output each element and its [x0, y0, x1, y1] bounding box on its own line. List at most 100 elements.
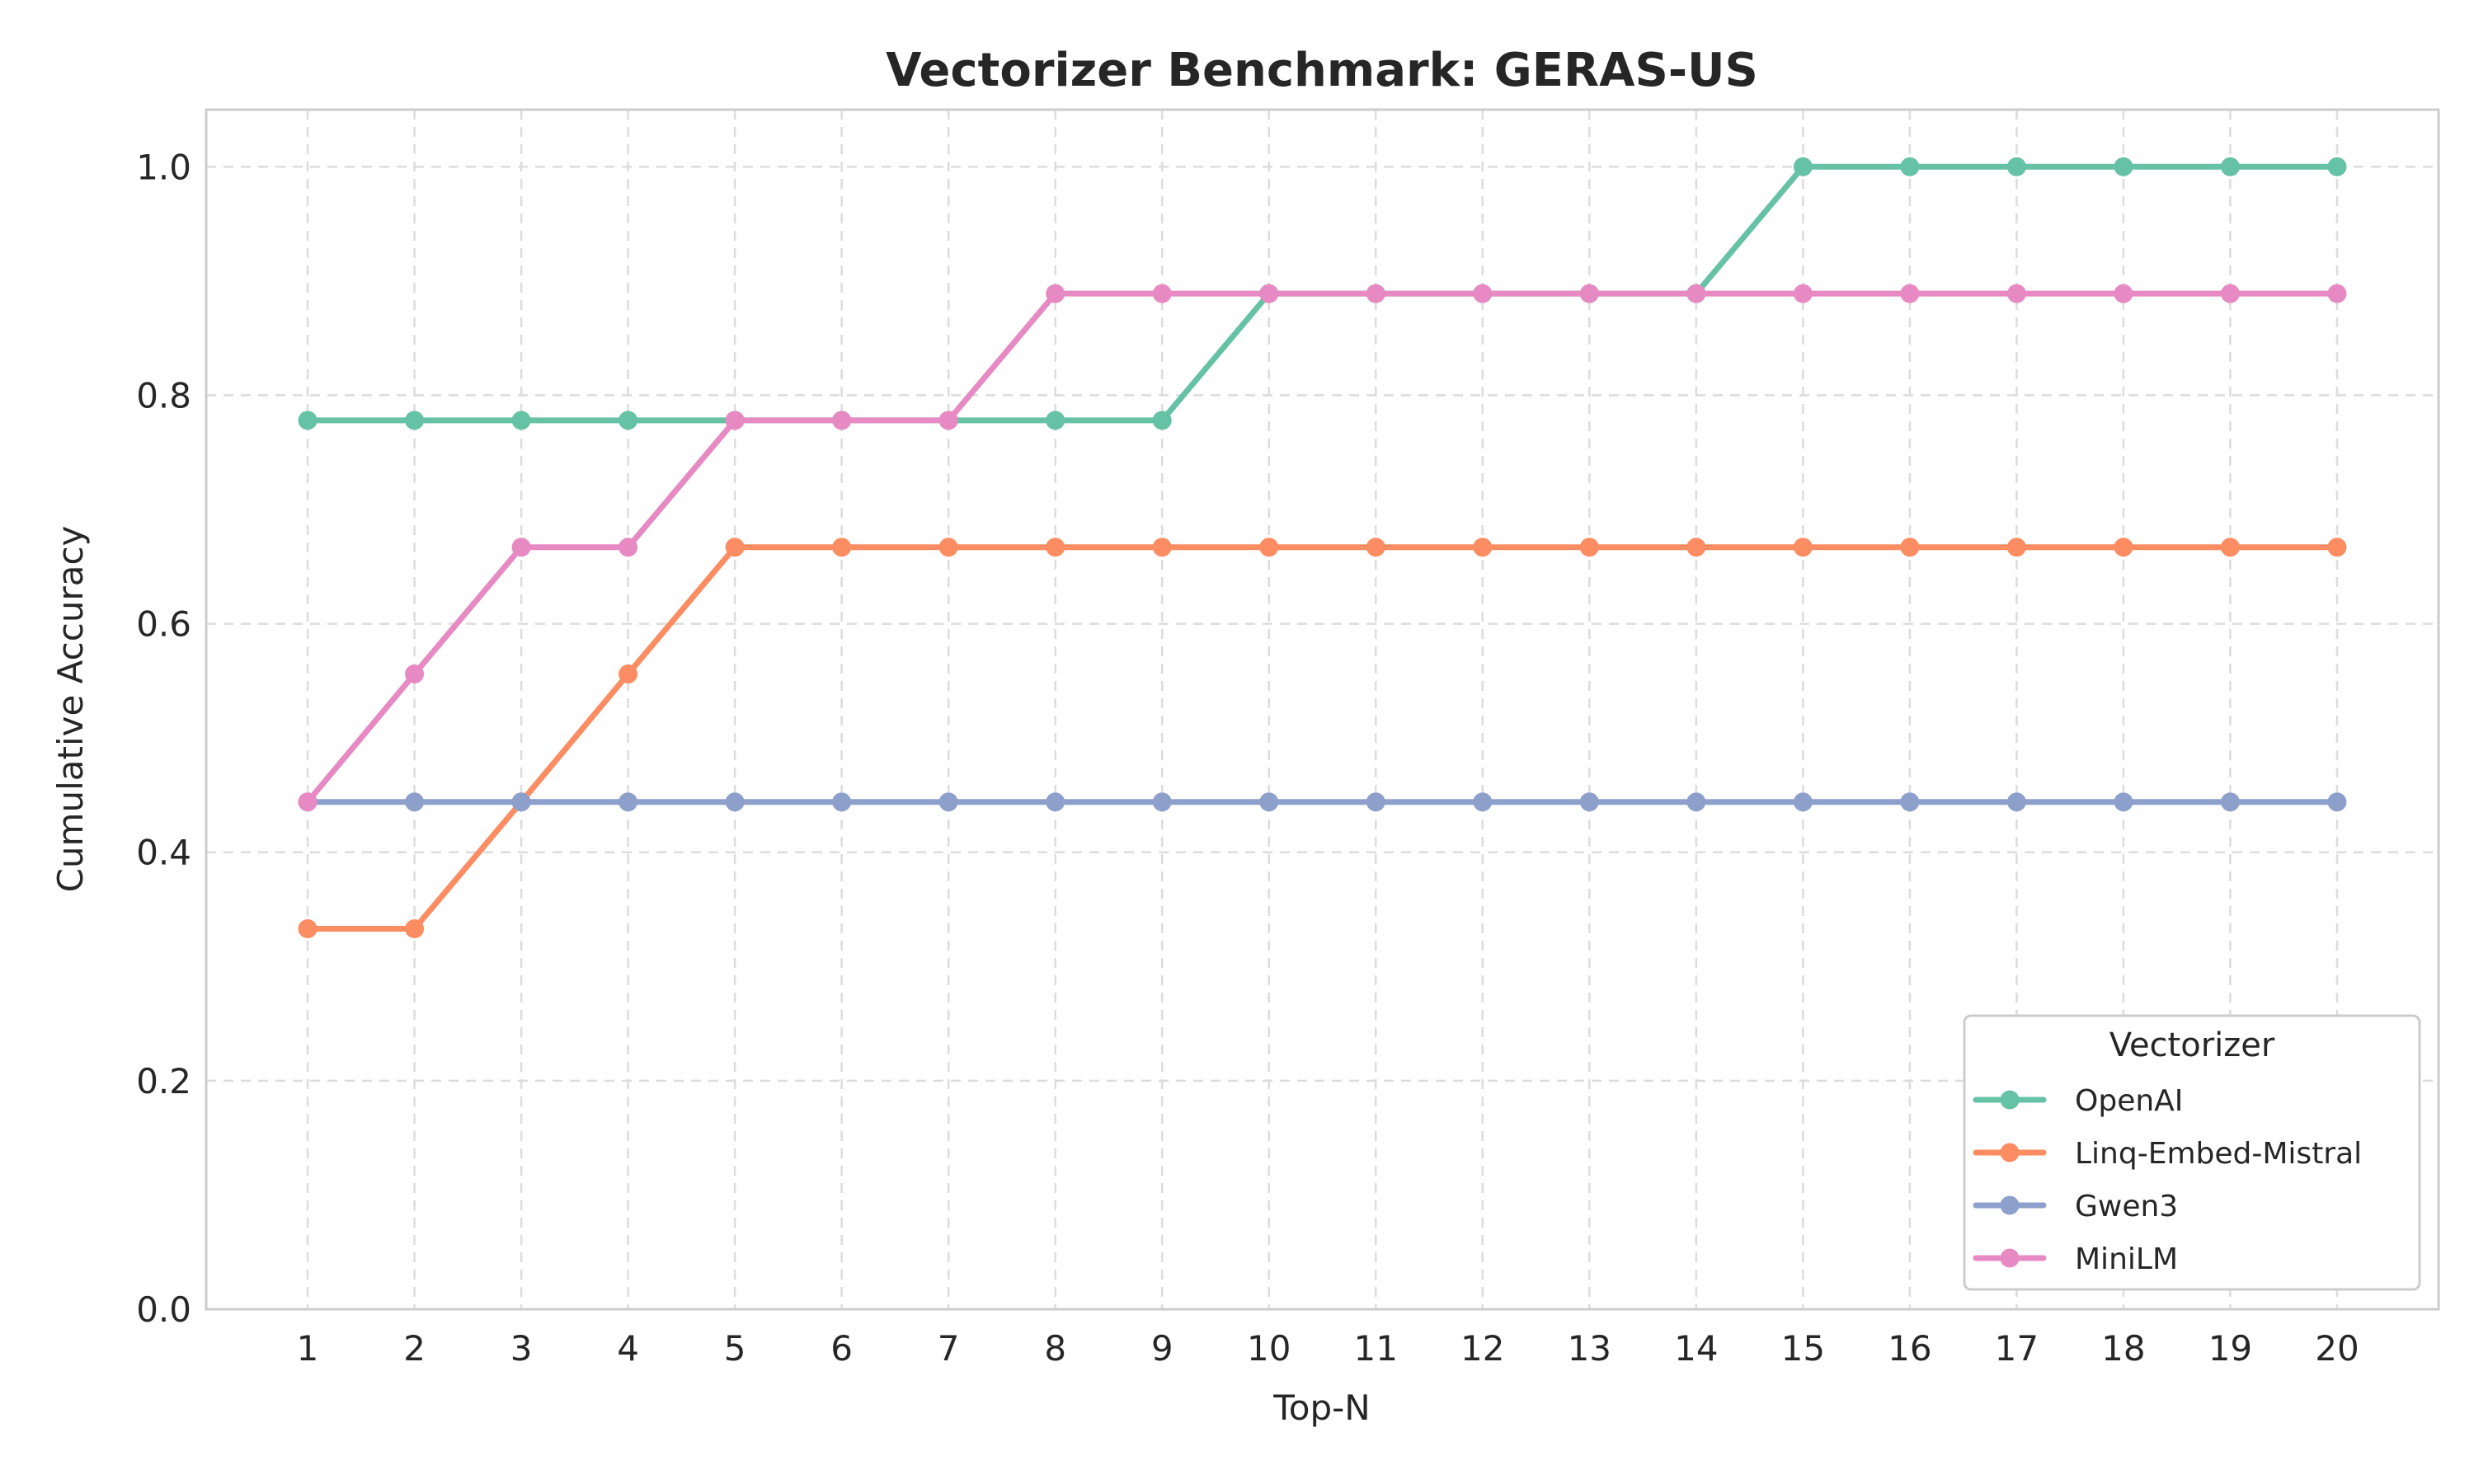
- data-point: [938, 411, 958, 430]
- y-tick-label: 0.6: [136, 604, 191, 645]
- data-point: [618, 411, 638, 430]
- legend-item: Gwen3: [1973, 1190, 2178, 1223]
- data-point: [511, 538, 531, 557]
- legend-label: MiniLM: [2075, 1242, 2178, 1276]
- data-point: [832, 792, 852, 812]
- data-point: [2220, 157, 2240, 176]
- data-point: [298, 411, 317, 430]
- data-point: [725, 792, 745, 812]
- data-point: [405, 919, 425, 939]
- series-minilm: [298, 284, 2347, 812]
- data-point: [1793, 284, 1813, 303]
- data-point: [1366, 538, 1385, 557]
- x-tick-label: 11: [1354, 1328, 1398, 1369]
- series-line: [304, 290, 2340, 805]
- data-point: [298, 792, 317, 812]
- data-point: [1473, 538, 1493, 557]
- data-point: [2327, 538, 2347, 557]
- data-point: [1259, 792, 1279, 812]
- x-tick-label: 5: [724, 1328, 746, 1369]
- data-point: [2114, 538, 2133, 557]
- series-linq-embed-mistral: [298, 538, 2347, 939]
- x-tick-label: 1: [297, 1328, 319, 1369]
- y-axis-ticks: 0.0 0.2 0.4 0.6 0.8 1.0: [136, 147, 191, 1330]
- y-tick-label: 1.0: [136, 147, 191, 187]
- y-tick-label: 0.0: [136, 1289, 191, 1330]
- series-group: [298, 157, 2347, 939]
- data-point: [1152, 538, 1172, 557]
- legend-label: Gwen3: [2075, 1190, 2178, 1223]
- data-point: [938, 792, 958, 812]
- data-point: [832, 538, 852, 557]
- data-point: [618, 792, 638, 812]
- data-point: [2006, 284, 2026, 303]
- x-tick-label: 4: [617, 1328, 639, 1369]
- legend-marker: [2000, 1143, 2020, 1162]
- x-axis-ticks: 1 2 3 4 5 6 7 8 9 10 11 12 13 14 15 16 17 18 19 20: [297, 1328, 2359, 1369]
- data-point: [2006, 538, 2026, 557]
- y-tick-label: 0.4: [136, 833, 191, 873]
- legend-marker: [2000, 1195, 2020, 1215]
- data-point: [405, 792, 425, 812]
- y-tick-label: 0.8: [136, 375, 191, 416]
- x-tick-label: 8: [1044, 1328, 1066, 1369]
- data-point: [1046, 411, 1065, 430]
- legend-box: [1963, 1014, 2421, 1291]
- data-point: [1900, 792, 1920, 812]
- x-tick-label: 15: [1781, 1328, 1825, 1369]
- data-point: [511, 411, 531, 430]
- data-point: [2327, 284, 2347, 303]
- x-tick-label: 17: [1995, 1328, 2039, 1369]
- x-tick-label: 6: [830, 1328, 853, 1369]
- legend-item: MiniLM: [1973, 1242, 2178, 1276]
- x-tick-label: 10: [1247, 1328, 1291, 1369]
- chart-title: Vectorizer Benchmark: GERAS-US: [886, 44, 1758, 97]
- x-tick-label: 9: [1151, 1328, 1174, 1369]
- data-point: [2220, 792, 2240, 812]
- data-point: [1152, 284, 1172, 303]
- x-tick-label: 3: [510, 1328, 533, 1369]
- legend-item: Linq-Embed-Mistral: [1973, 1137, 2362, 1171]
- data-point: [511, 792, 531, 812]
- legend-title: Vectorizer: [2109, 1026, 2275, 1064]
- data-point: [2006, 792, 2026, 812]
- data-point: [1900, 538, 1920, 557]
- data-point: [1793, 792, 1813, 812]
- data-point: [2114, 284, 2133, 303]
- data-point: [1579, 284, 1599, 303]
- data-point: [1152, 411, 1172, 430]
- series-line: [304, 544, 2340, 932]
- data-point: [618, 538, 638, 557]
- data-point: [2220, 538, 2240, 557]
- data-point: [1046, 792, 1065, 812]
- data-point: [1046, 538, 1065, 557]
- data-point: [832, 411, 852, 430]
- x-tick-label: 7: [938, 1328, 960, 1369]
- data-point: [1366, 792, 1385, 812]
- data-point: [1900, 157, 1920, 176]
- legend-label: Linq-Embed-Mistral: [2075, 1137, 2362, 1171]
- x-tick-label: 16: [1888, 1328, 1931, 1369]
- data-point: [1259, 538, 1279, 557]
- data-point: [938, 538, 958, 557]
- data-point: [405, 665, 425, 684]
- data-point: [725, 411, 745, 430]
- data-point: [1473, 284, 1493, 303]
- data-point: [1046, 284, 1065, 303]
- x-tick-label: 14: [1674, 1328, 1718, 1369]
- grid: [206, 110, 2439, 1311]
- x-tick-label: 18: [2101, 1328, 2145, 1369]
- data-point: [1152, 792, 1172, 812]
- data-point: [298, 919, 317, 939]
- data-point: [2114, 792, 2133, 812]
- data-point: [1793, 157, 1813, 176]
- data-point: [1793, 538, 1813, 557]
- data-point: [1686, 284, 1706, 303]
- data-point: [1366, 284, 1385, 303]
- x-tick-label: 19: [2208, 1328, 2252, 1369]
- data-point: [618, 665, 638, 684]
- series-gwen3: [298, 792, 2347, 812]
- data-point: [1579, 792, 1599, 812]
- data-point: [2327, 792, 2347, 812]
